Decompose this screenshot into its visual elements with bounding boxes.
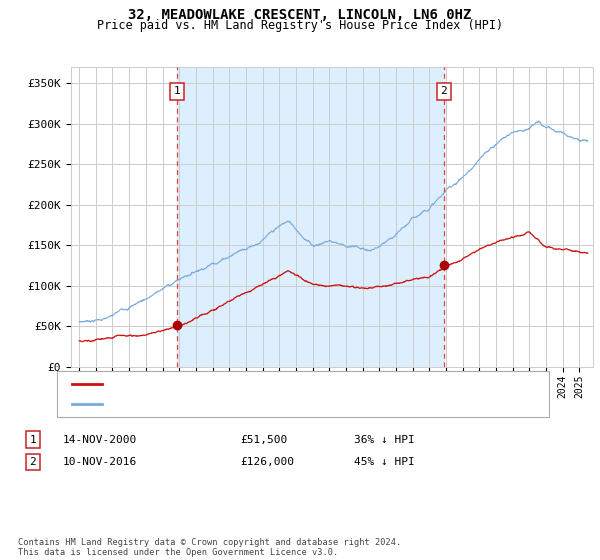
Text: 2: 2 bbox=[29, 457, 37, 467]
Bar bbox=[177, 67, 444, 367]
Text: £51,500: £51,500 bbox=[240, 435, 287, 445]
Text: 32, MEADOWLAKE CRESCENT, LINCOLN, LN6 0HZ: 32, MEADOWLAKE CRESCENT, LINCOLN, LN6 0H… bbox=[128, 8, 472, 22]
Text: 14-NOV-2000: 14-NOV-2000 bbox=[63, 435, 137, 445]
Text: 2: 2 bbox=[440, 86, 447, 96]
Text: 32, MEADOWLAKE CRESCENT, LINCOLN, LN6 0HZ (detached house): 32, MEADOWLAKE CRESCENT, LINCOLN, LN6 0H… bbox=[109, 379, 472, 389]
Text: HPI: Average price, detached house, Lincoln: HPI: Average price, detached house, Linc… bbox=[109, 399, 378, 409]
Text: Price paid vs. HM Land Registry's House Price Index (HPI): Price paid vs. HM Land Registry's House … bbox=[97, 19, 503, 32]
Text: £126,000: £126,000 bbox=[240, 457, 294, 467]
Text: Contains HM Land Registry data © Crown copyright and database right 2024.
This d: Contains HM Land Registry data © Crown c… bbox=[18, 538, 401, 557]
Text: 1: 1 bbox=[29, 435, 37, 445]
Text: 45% ↓ HPI: 45% ↓ HPI bbox=[354, 457, 415, 467]
Text: 10-NOV-2016: 10-NOV-2016 bbox=[63, 457, 137, 467]
Text: 36% ↓ HPI: 36% ↓ HPI bbox=[354, 435, 415, 445]
Text: 1: 1 bbox=[173, 86, 181, 96]
